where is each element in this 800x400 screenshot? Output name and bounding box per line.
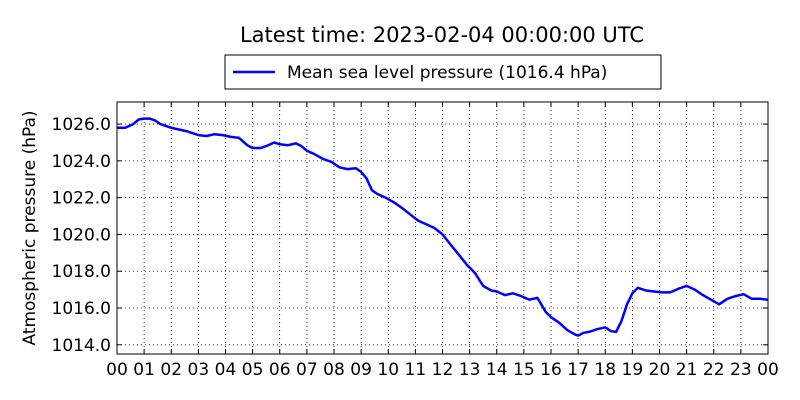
x-tick-label: 00 [106, 360, 128, 380]
x-tick-label: 17 [567, 360, 589, 380]
x-tick-label: 06 [269, 360, 291, 380]
x-tick-label: 02 [160, 360, 182, 380]
legend-label: Mean sea level pressure (1016.4 hPa) [287, 63, 607, 83]
x-tick-label: 09 [350, 360, 372, 380]
x-tick-label: 10 [377, 360, 399, 380]
legend: Mean sea level pressure (1016.4 hPa) [224, 54, 662, 90]
plot-frame [116, 101, 769, 355]
x-tick-label: 18 [594, 360, 616, 380]
y-tick-label: 1016.0 [52, 299, 111, 319]
x-tick-label: 00 [757, 360, 779, 380]
legend-frame [224, 54, 662, 90]
y-tick-label: 1018.0 [52, 262, 111, 282]
y-tick-label: 1024.0 [52, 152, 111, 172]
x-tick-label: 05 [242, 360, 264, 380]
x-tick-label: 04 [215, 360, 237, 380]
x-tick-label: 15 [513, 360, 535, 380]
x-tick-label: 01 [133, 360, 155, 380]
grid [117, 102, 768, 354]
x-tick-label: 13 [459, 360, 481, 380]
x-tick-label: 20 [649, 360, 671, 380]
y-tick-label: 1022.0 [52, 189, 111, 209]
y-tick-label: 1014.0 [52, 336, 111, 356]
x-tick-label: 23 [730, 360, 752, 380]
x-tick-label: 03 [188, 360, 210, 380]
x-tick-label: 11 [405, 360, 427, 380]
x-tick-label: 21 [676, 360, 698, 380]
ticks: 00 01 02 03 04 05 06 07 08 09 10 11 12 13 14 15 16 17 18 19… [52, 102, 779, 380]
y-tick-label: 1020.0 [52, 225, 111, 245]
series-layer [117, 117, 769, 337]
chart-title: Latest time: 2023-02-04 00:00:00 UTC [240, 23, 644, 47]
x-tick-label: 08 [323, 360, 345, 380]
series-line [117, 117, 769, 337]
x-tick-label: 12 [432, 360, 454, 380]
x-tick-label: 14 [486, 360, 508, 380]
x-tick-label: 19 [622, 360, 644, 380]
x-tick-label: 16 [540, 360, 562, 380]
x-tick-label: 07 [296, 360, 318, 380]
y-axis-label: Atmospheric pressure (hPa) [20, 110, 40, 345]
x-tick-label: 22 [703, 360, 725, 380]
y-tick-label: 1026.0 [52, 115, 111, 135]
